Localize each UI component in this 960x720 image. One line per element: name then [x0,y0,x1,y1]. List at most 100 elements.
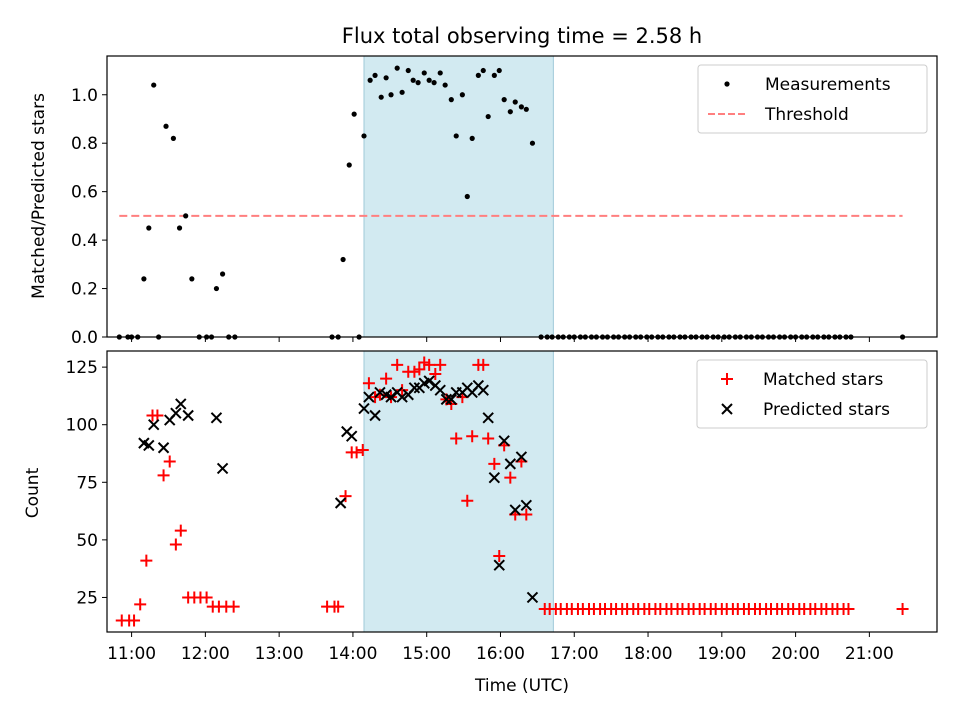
measurement-point [189,276,195,282]
predicted-star-point [493,559,505,571]
predicted-star-point [358,402,370,415]
bot-y-tick-label: 100 [66,416,98,436]
chart-title: Flux total observing time = 2.58 h [342,24,702,48]
predicted-star-point [157,442,170,454]
predicted-star-point [216,462,229,475]
matched-star-point [429,368,442,381]
legend-predicted-marker [721,403,733,415]
predicted-star-point [363,391,375,403]
matched-star-point [200,591,213,604]
top-y-axis-label: Matched/Predicted stars [29,93,49,299]
bottom-legend-box [696,359,928,429]
predicted-star-point [143,439,155,452]
top-shaded-region [363,55,554,338]
bottom-y-axis-label: Count [23,467,43,518]
predicted-star-point [423,375,435,387]
top-y-tick-label: 0.6 [71,183,98,203]
matched-star-point [842,602,855,615]
x-tick-label: 21:00 [845,644,894,664]
measurement-point [464,193,470,200]
measurement-point [146,225,152,231]
matched-star-point [896,602,909,615]
measurement-point [518,104,524,110]
predicted-star-point [504,458,517,470]
predicted-star-point [526,591,539,604]
measurement-point [512,99,518,105]
legend-matched-label: Matched stars [763,370,883,390]
measurement-point [372,72,378,78]
top-legend-box [697,64,928,134]
top-y-tick-label: 1.0 [71,86,98,106]
bot-y-tick-label: 25 [76,588,98,608]
matched-star-point [461,494,474,507]
predicted-star-point [175,398,187,410]
predicted-star-point [520,499,533,512]
matched-star-point [362,377,375,390]
matched-star-point [373,388,386,401]
measurement-point [480,67,486,74]
predicted-star-point [148,418,160,431]
matched-star-point [477,358,490,371]
legend-threshold-label: Threshold [764,105,849,125]
measurement-point [523,106,529,112]
matched-star-point [140,554,153,567]
measurement-point [151,82,157,88]
measurement-point [410,77,416,83]
measurement-point [459,92,465,98]
matched-star-point [482,432,495,445]
bottom-axes-frame [106,350,938,633]
x-tick-label: 14:00 [328,644,377,664]
predicted-star-point [369,409,381,422]
predicted-star-point [440,393,453,406]
legend-measurements-label: Measurements [765,75,891,95]
predicted-star-point [385,391,397,403]
measurement-point [469,135,475,141]
measurement-point [448,97,454,103]
matched-star-point [391,358,404,371]
bottom-shaded-region [363,350,554,633]
matched-star-point [434,358,447,371]
measurement-point [340,256,346,263]
top-legend: Measurements Threshold [697,64,928,134]
legend-matched-marker [721,373,733,385]
x-tick-label: 17:00 [550,644,599,664]
measurement-point [475,72,481,78]
measurement-point [388,92,394,98]
predicted-star-point [434,384,446,396]
predicted-star-point [482,412,494,424]
measurement-point [219,271,226,277]
predicted-star-point [182,409,194,422]
measurement-point [496,67,502,74]
matched-star-point [169,538,182,551]
matched-star-point [520,508,533,521]
predicted-star-point [498,435,510,447]
measurement-point [170,135,176,141]
matched-star-point [332,600,345,613]
x-tick-label: 11:00 [107,644,156,664]
measurement-point [378,94,384,100]
top-y-tick-label: 0.4 [71,231,98,251]
measurement-point [421,70,427,76]
predicted-star-point [170,407,182,419]
x-tick-label: 15:00 [402,644,451,664]
matched-star-point [163,455,176,468]
x-tick-label: 19:00 [697,644,746,664]
predicted-star-point [488,471,501,484]
measurement-point [485,113,491,120]
top-panel: 0.0 0.2 0.4 0.6 0.8 1.0 Matched/Predicted sta… [29,55,938,348]
matched-star-point [504,471,517,484]
measurement-point [213,285,220,292]
measurement-point [442,82,448,88]
measurement-point [405,67,411,74]
matched-star-point [151,409,164,422]
x-tick-label: 20:00 [771,644,820,664]
bot-y-tick-label: 75 [76,473,98,493]
bottom-legend: Matched stars Predicted stars [696,359,928,429]
predicted-star-point [509,504,521,516]
matched-star-point [356,444,369,457]
x-tick-label: 18:00 [624,644,673,664]
matched-star-point [380,372,393,385]
bot-y-tick-label: 125 [66,358,98,378]
top-y-tick-label: 0.2 [71,280,98,300]
